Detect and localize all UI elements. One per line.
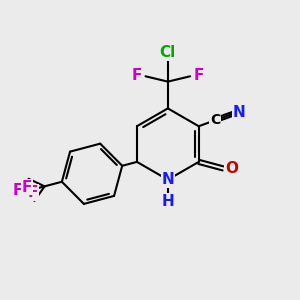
Text: Cl: Cl [160, 45, 176, 60]
Text: N: N [232, 104, 245, 119]
Text: N: N [161, 172, 174, 187]
Text: C: C [210, 113, 220, 127]
Text: H: H [161, 194, 174, 209]
Text: F: F [13, 183, 23, 198]
Text: F: F [28, 185, 38, 200]
Text: O: O [225, 161, 238, 176]
Text: F: F [132, 68, 142, 82]
Text: F: F [193, 68, 204, 82]
Text: F: F [22, 180, 32, 195]
